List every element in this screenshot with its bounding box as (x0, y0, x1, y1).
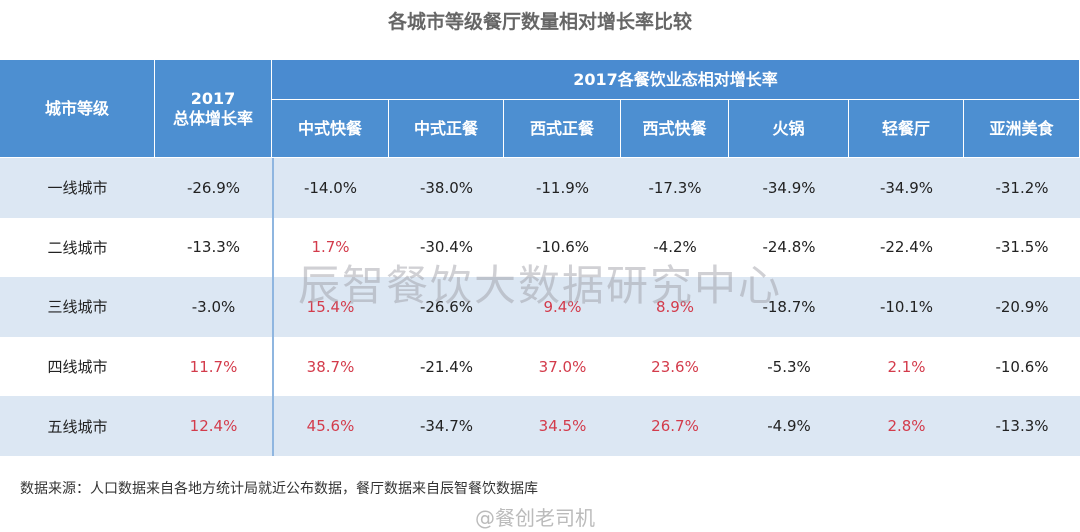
table-cell: -38.0% (419, 178, 474, 197)
header-cell: 2017 总体增长率 (155, 60, 272, 158)
table-cell: 8.9% (655, 297, 695, 316)
table-cell: 45.6% (306, 417, 355, 436)
table-cell: -22.4% (879, 238, 934, 257)
table-cell: 9.4% (543, 297, 582, 316)
table-cell: 37.0% (538, 357, 587, 376)
table-cell: -3.0% (191, 297, 236, 316)
table-cell: -21.4% (419, 357, 474, 376)
table-cell: -10.6% (995, 357, 1049, 376)
table-cell: -26.6% (419, 297, 474, 316)
table-cell: -5.3% (767, 357, 811, 376)
table-cell: -31.2% (995, 178, 1049, 197)
table-cell: -14.0% (303, 178, 358, 197)
table-cell: -10.1% (879, 297, 934, 316)
table-cell: -10.6% (535, 238, 590, 257)
header-cell: 火锅 (729, 100, 849, 158)
table-cell: -34.9% (879, 178, 934, 197)
table-cell: 23.6% (651, 357, 699, 376)
table-cell: -34.7% (419, 417, 474, 436)
table-cell: -4.9% (767, 417, 811, 436)
row-label: 三线城市 (47, 298, 108, 317)
table-cell: 15.4% (306, 297, 355, 316)
table-cell: 12.4% (189, 417, 238, 436)
table-cell: -11.9% (535, 178, 590, 197)
row-band (0, 158, 1080, 218)
header-cell: 中式正餐 (389, 100, 504, 158)
divider (272, 158, 274, 456)
title: 各城市等级餐厅数量相对增长率比较 (387, 10, 692, 33)
table-cell: -18.7% (762, 297, 816, 316)
table-cell: 34.5% (538, 417, 587, 436)
header-cell: 城市等级 (0, 60, 155, 158)
row-band (0, 336, 1080, 397)
header-cell: 中式快餐 (272, 100, 389, 158)
table-cell: -20.9% (995, 297, 1049, 316)
header-cell: 亚洲美食 (964, 100, 1080, 158)
header-cell: 2017各餐饮业态相对增长率 (272, 60, 1080, 100)
table-cell: 26.7% (651, 417, 699, 436)
table-cell: -4.2% (653, 238, 697, 257)
table-cell: 2.8% (887, 417, 926, 436)
source-note: 数据来源：人口数据来自各地方统计局就近公布数据，餐厅数据来自辰智餐饮数据库 (20, 481, 538, 497)
table-cell: 2.1% (887, 357, 926, 376)
table-cell: -26.9% (186, 178, 241, 197)
header-cell: 西式正餐 (504, 100, 621, 158)
table-cell: -34.9% (762, 178, 816, 197)
header-cell: 西式快餐 (621, 100, 729, 158)
row-label: 二线城市 (47, 238, 108, 257)
row-label: 五线城市 (47, 417, 108, 436)
table-cell: -24.8% (762, 238, 816, 257)
table-cell: -30.4% (419, 238, 474, 257)
table-cell: -31.5% (995, 238, 1049, 257)
table-cell: 38.7% (306, 357, 355, 376)
row-band (0, 217, 1080, 278)
table-cell: -17.3% (648, 178, 702, 197)
row-label: 四线城市 (47, 358, 108, 377)
row-band (0, 396, 1080, 456)
table-cell: -13.3% (995, 417, 1049, 436)
table-cell: 1.7% (311, 238, 350, 257)
header-cell: 轻餐厅 (849, 100, 964, 158)
row-band (0, 277, 1080, 337)
table-cell: 11.7% (189, 357, 238, 376)
row-label: 一线城市 (47, 179, 108, 198)
watermark: @餐创老司机 (475, 505, 595, 530)
table-cell: -13.3% (186, 238, 241, 257)
